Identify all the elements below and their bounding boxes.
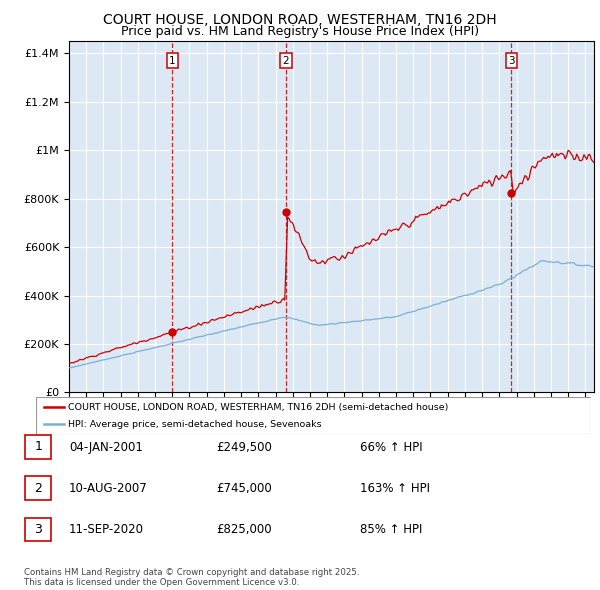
- Text: COURT HOUSE, LONDON ROAD, WESTERHAM, TN16 2DH (semi-detached house): COURT HOUSE, LONDON ROAD, WESTERHAM, TN1…: [68, 403, 449, 412]
- Text: 66% ↑ HPI: 66% ↑ HPI: [360, 441, 422, 454]
- Text: 85% ↑ HPI: 85% ↑ HPI: [360, 523, 422, 536]
- Text: 2: 2: [34, 481, 43, 495]
- Text: £825,000: £825,000: [216, 523, 272, 536]
- Text: 10-AUG-2007: 10-AUG-2007: [69, 482, 148, 495]
- Text: Price paid vs. HM Land Registry's House Price Index (HPI): Price paid vs. HM Land Registry's House …: [121, 25, 479, 38]
- Text: HPI: Average price, semi-detached house, Sevenoaks: HPI: Average price, semi-detached house,…: [68, 419, 322, 429]
- Text: 163% ↑ HPI: 163% ↑ HPI: [360, 482, 430, 495]
- Text: 3: 3: [508, 55, 515, 65]
- Text: £249,500: £249,500: [216, 441, 272, 454]
- Text: COURT HOUSE, LONDON ROAD, WESTERHAM, TN16 2DH: COURT HOUSE, LONDON ROAD, WESTERHAM, TN1…: [103, 13, 497, 27]
- Text: 04-JAN-2001: 04-JAN-2001: [69, 441, 143, 454]
- Text: 3: 3: [34, 523, 43, 536]
- Text: 1: 1: [34, 440, 43, 454]
- Text: £745,000: £745,000: [216, 482, 272, 495]
- Text: 1: 1: [169, 55, 176, 65]
- Text: Contains HM Land Registry data © Crown copyright and database right 2025.
This d: Contains HM Land Registry data © Crown c…: [24, 568, 359, 587]
- Text: 2: 2: [283, 55, 289, 65]
- Text: 11-SEP-2020: 11-SEP-2020: [69, 523, 144, 536]
